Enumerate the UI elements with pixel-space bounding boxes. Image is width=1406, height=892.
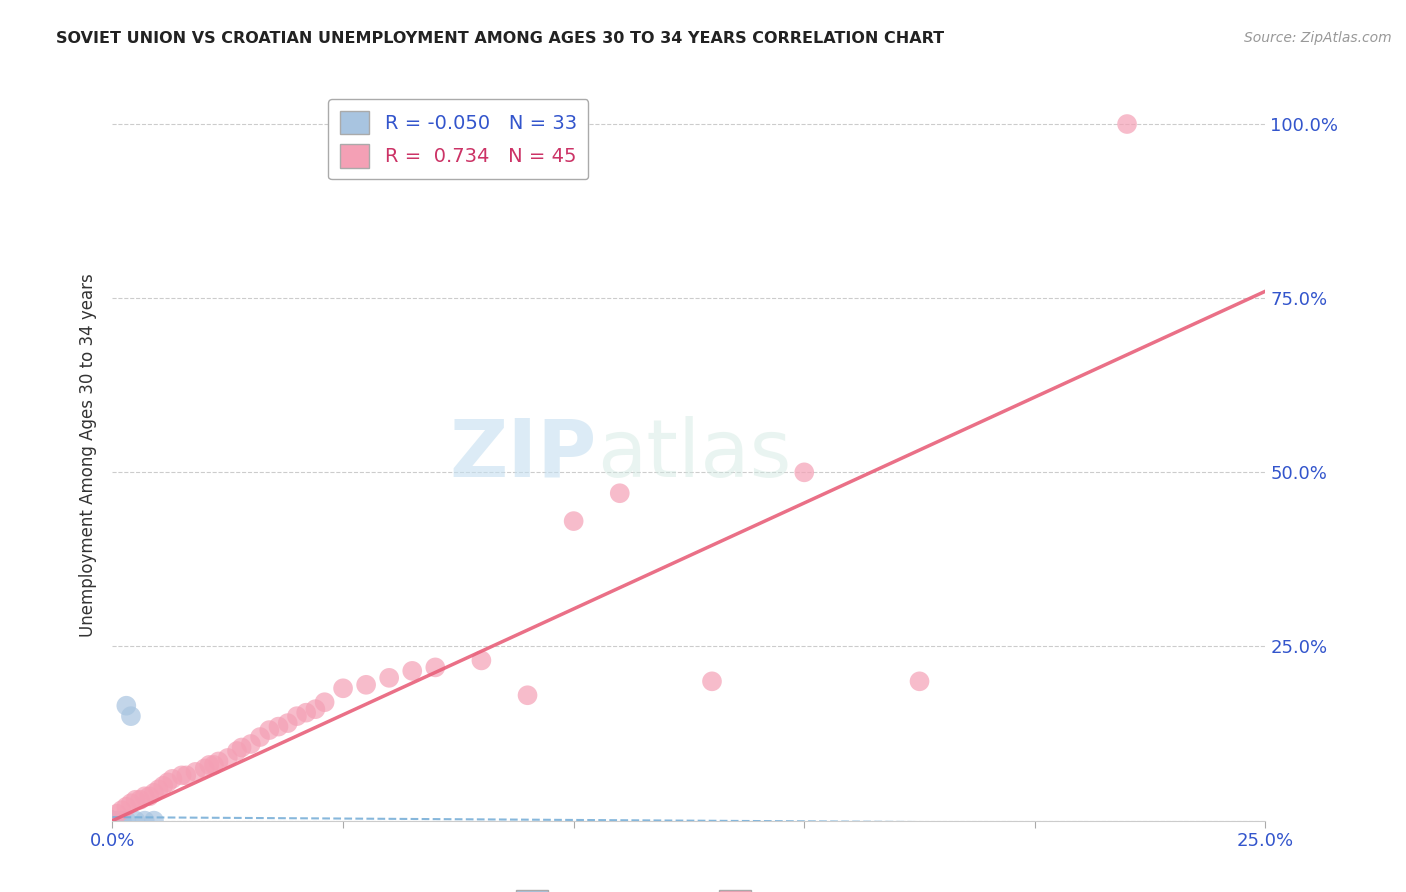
Point	[259, 723, 281, 737]
Point	[115, 814, 138, 828]
Point	[332, 681, 354, 696]
Point	[129, 793, 152, 807]
Point	[295, 706, 318, 720]
Text: SOVIET UNION VS CROATIAN UNEMPLOYMENT AMONG AGES 30 TO 34 YEARS CORRELATION CHAR: SOVIET UNION VS CROATIAN UNEMPLOYMENT AM…	[56, 31, 945, 46]
Point	[115, 698, 138, 713]
Point	[101, 814, 124, 828]
Point	[101, 814, 124, 828]
Point	[101, 814, 124, 828]
Point	[908, 674, 931, 689]
Point	[105, 814, 128, 828]
Point	[516, 688, 538, 702]
Point	[101, 814, 124, 828]
Point	[138, 789, 160, 804]
Point	[115, 799, 138, 814]
Point	[249, 730, 271, 744]
Point	[101, 814, 124, 828]
Point	[101, 814, 124, 828]
Point	[267, 720, 290, 734]
Point	[202, 758, 225, 772]
Point	[425, 660, 447, 674]
Point	[148, 782, 170, 797]
Point	[401, 664, 423, 678]
Point	[231, 740, 253, 755]
Point	[101, 814, 124, 828]
Point	[101, 814, 124, 828]
Point	[162, 772, 184, 786]
Point	[111, 814, 134, 828]
Point	[101, 814, 124, 828]
Point	[174, 768, 197, 782]
Point	[304, 702, 326, 716]
Point	[124, 793, 146, 807]
Point	[285, 709, 308, 723]
Point	[152, 779, 174, 793]
Point	[101, 814, 124, 828]
Point	[217, 751, 239, 765]
Point	[124, 814, 146, 828]
Point	[207, 755, 229, 769]
Point	[170, 768, 193, 782]
Point	[143, 786, 166, 800]
Point	[101, 814, 124, 828]
Point	[101, 814, 124, 828]
Point	[111, 803, 134, 817]
Point	[134, 814, 156, 828]
Point	[378, 671, 401, 685]
Point	[101, 814, 124, 828]
Point	[105, 814, 128, 828]
Point	[1116, 117, 1139, 131]
Point	[562, 514, 585, 528]
Point	[101, 814, 124, 828]
Point	[105, 806, 128, 821]
Point	[156, 775, 179, 789]
Point	[101, 814, 124, 828]
Point	[194, 761, 217, 775]
Point	[198, 758, 221, 772]
Point	[239, 737, 262, 751]
Point	[609, 486, 631, 500]
Point	[105, 814, 128, 828]
Point	[143, 814, 166, 828]
Point	[184, 764, 207, 779]
Point	[354, 678, 377, 692]
Text: Source: ZipAtlas.com: Source: ZipAtlas.com	[1244, 31, 1392, 45]
Legend: Soviet Union, Croatians: Soviet Union, Croatians	[508, 881, 870, 892]
Point	[101, 814, 124, 828]
Point	[101, 814, 124, 828]
Point	[101, 814, 124, 828]
Point	[101, 814, 124, 828]
Y-axis label: Unemployment Among Ages 30 to 34 years: Unemployment Among Ages 30 to 34 years	[79, 273, 97, 637]
Point	[120, 709, 142, 723]
Point	[120, 796, 142, 810]
Text: atlas: atlas	[596, 416, 792, 494]
Point	[111, 814, 134, 828]
Point	[700, 674, 723, 689]
Point	[134, 789, 156, 804]
Point	[470, 653, 492, 667]
Point	[101, 814, 124, 828]
Point	[277, 716, 299, 731]
Point	[314, 695, 336, 709]
Text: ZIP: ZIP	[450, 416, 596, 494]
Point	[226, 744, 249, 758]
Point	[101, 814, 124, 828]
Point	[101, 814, 124, 828]
Point	[793, 466, 815, 480]
